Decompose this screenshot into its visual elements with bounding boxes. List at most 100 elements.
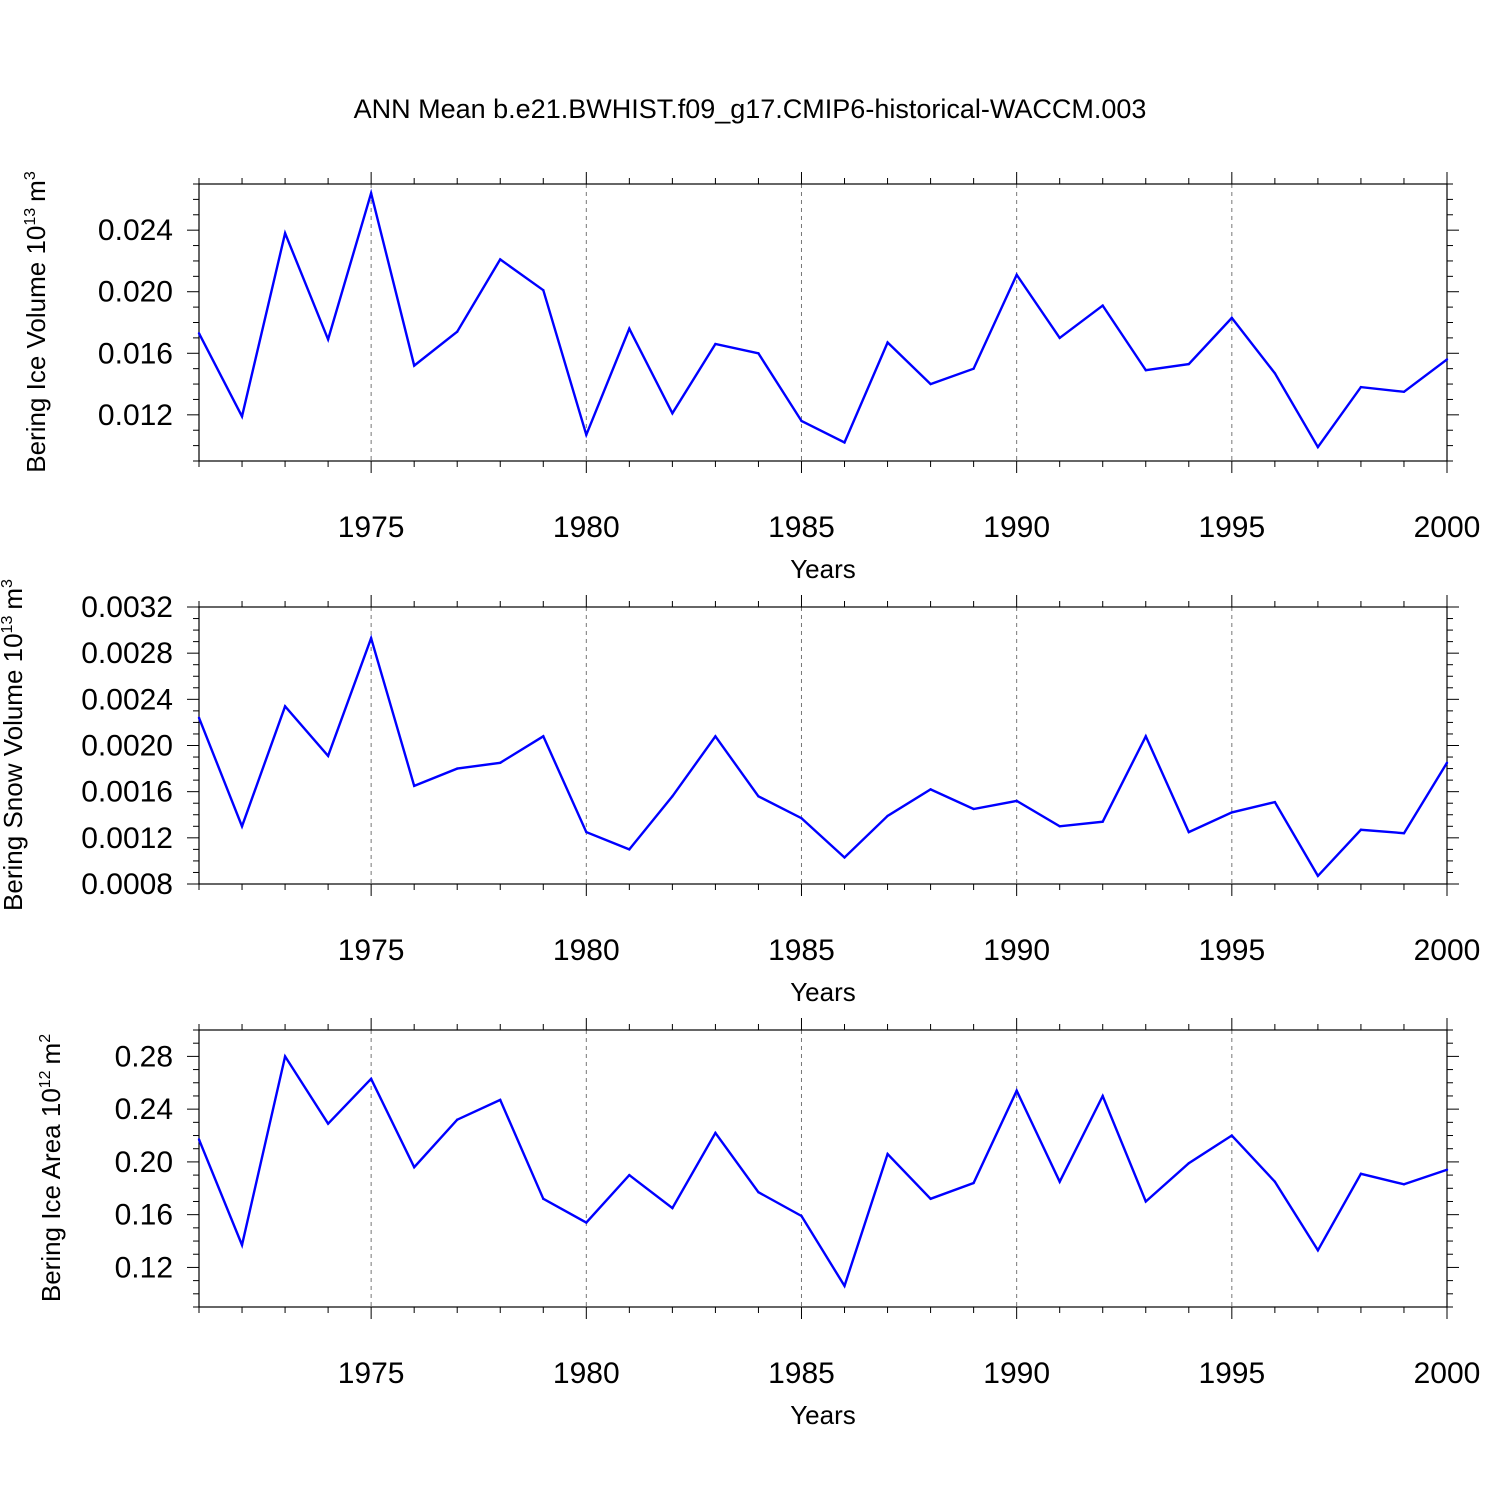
data-point [197,332,201,335]
panel-3: 0.12 0.16 0.20 0.24 0.28 1975 1980 1985 1990 1995… [36,1018,1480,1430]
x-tick-label: 1995 [1198,511,1265,544]
y-axis-title: Bering Ice Volume 1013 m3 [21,171,51,473]
data-point [1144,1200,1147,1203]
data-point [1445,358,1449,361]
y-tick-label: 0.0028 [81,637,173,670]
data-point [585,1221,588,1224]
data-point [1359,385,1363,389]
data-point [1101,304,1104,307]
data-point [1402,832,1406,835]
plot-frame [198,183,1448,462]
data-point [369,1077,373,1081]
data-point [1187,830,1190,834]
data-point [929,1197,932,1201]
data-point [456,767,459,770]
data-point [1187,362,1190,366]
data-point [1230,316,1234,320]
x-tick-label: 1985 [768,1357,835,1390]
figure-title: ANN Mean b.e21.BWHIST.f09_g17.CMIP6-hist… [354,94,1147,124]
y-tick-label: 0.0024 [81,683,173,716]
data-point [412,1165,416,1169]
data-point [671,795,674,798]
data-point [499,258,502,261]
data-point [843,856,846,859]
data-point [326,1122,330,1125]
x-tick-label: 1975 [338,1357,405,1390]
data-point [1187,1162,1190,1165]
y-tick-label: 0.0032 [81,591,173,624]
data-point [283,705,287,708]
x-axis-title: Years [790,977,856,1007]
data-point [456,1118,459,1121]
y-tick-label: 0.0012 [81,822,173,855]
data-point [326,754,330,758]
data-point [1015,1089,1018,1092]
data-point [369,192,373,195]
data-point [197,1138,201,1141]
data-point [1402,1183,1406,1186]
plot-frame [198,1029,1448,1308]
x-tick-label: 2000 [1414,511,1481,544]
x-tick-label: 1980 [553,1357,620,1390]
y-tick-label: 0.020 [98,276,173,309]
data-point [240,825,244,828]
x-tick-label: 1980 [553,934,620,967]
data-point [800,1214,803,1218]
y-tick-label: 0.0008 [81,868,173,901]
data-point [886,814,889,818]
data-point [886,341,889,344]
data-point [1058,1180,1061,1183]
y-tick-label: 0.0016 [81,776,173,809]
data-point [886,1152,889,1156]
data-point [240,1243,244,1247]
data-point [1273,1180,1277,1183]
x-tick-label: 1995 [1198,934,1265,967]
data-point [1445,761,1449,765]
data-point [240,415,244,418]
y-tick-label: 0.24 [115,1093,173,1126]
x-tick-label: 1980 [553,511,620,544]
data-point [1359,828,1363,831]
data-point [1402,390,1406,393]
series-line [197,1053,1448,1289]
y-tick-label: 0.16 [115,1199,173,1232]
y-axis-title-unit-exponent: 3 [22,171,39,180]
data-point [628,1173,631,1177]
y-axis-title-text: Bering Ice Volume 10 [21,226,51,473]
y-axis-title-exponent: 13 [0,616,16,634]
data-point [843,1284,846,1288]
y-tick-label: 0.0020 [81,730,173,763]
data-point [1445,1168,1449,1172]
y-axis-title-unit: m [21,180,51,202]
y-axis-title-unit: m [0,588,28,610]
data-point [456,330,459,333]
data-point [800,817,803,820]
data-point [1058,336,1061,340]
data-point [1015,273,1018,276]
x-tick-label: 1985 [768,511,835,544]
data-point [542,288,545,292]
y-tick-label: 0.28 [115,1040,173,1073]
data-point [1101,820,1104,823]
x-tick-label: 1975 [338,511,405,544]
data-point [369,636,373,640]
data-point [283,232,287,235]
panel-2: 0.0008 0.0012 0.0016 0.0020 0.0024 0.0028 0.00… [0,579,1480,1007]
x-tick-label: 1985 [768,934,835,967]
x-tick-label: 1995 [1198,1357,1265,1390]
y-axis-title-text: Bering Ice Area 10 [36,1088,66,1302]
data-point [1316,1249,1320,1252]
y-tick-label: 0.20 [115,1146,173,1179]
series-line [197,188,1448,450]
data-point [757,352,760,355]
y-tick-label: 0.016 [98,337,173,370]
data-point [412,784,416,788]
y-axis-title-exponent: 12 [37,1070,54,1088]
panel-1: 0.012 0.016 0.020 0.024 1975 1980 1985 1990 1995… [21,171,1480,584]
data-point [972,807,975,811]
data-point [671,412,674,415]
data-point [972,367,975,370]
data-point [283,1055,287,1058]
x-tick-label: 1990 [983,511,1050,544]
